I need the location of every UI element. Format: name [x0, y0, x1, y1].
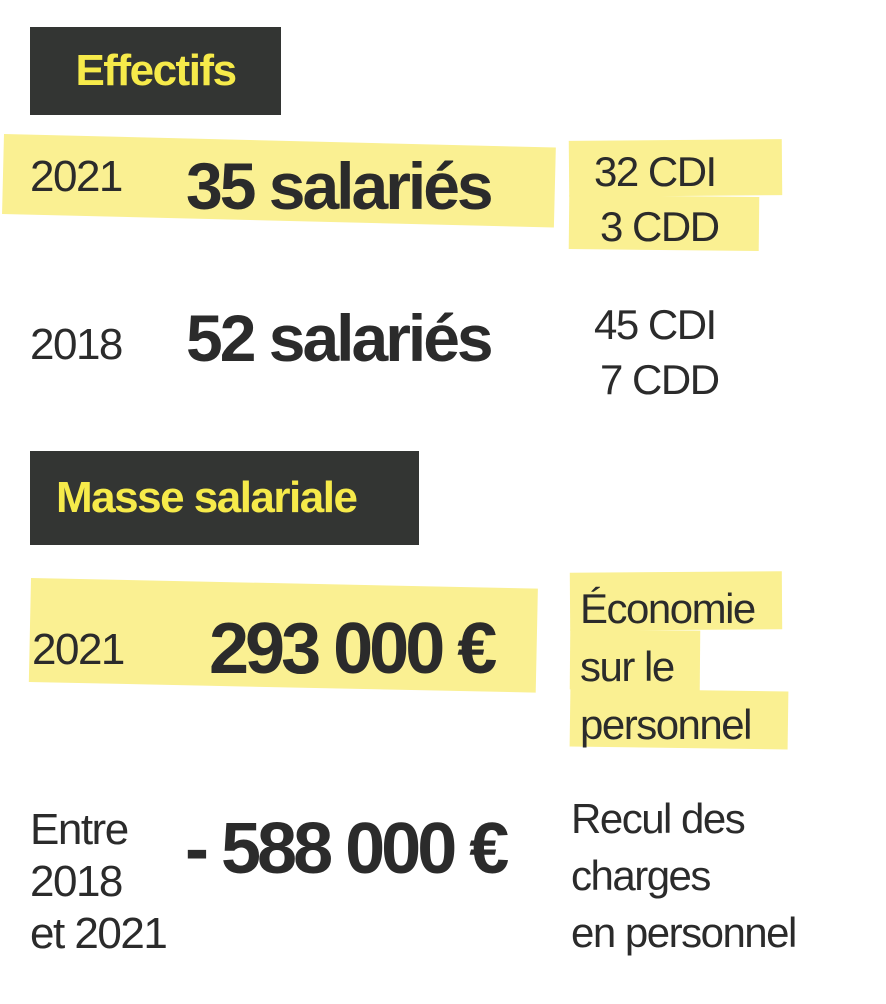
masse-2021-note-line2: sur le — [580, 643, 675, 690]
effectifs-2021-year: 2021 — [30, 152, 123, 201]
masse-change-period-line3: et 2021 — [30, 909, 168, 958]
effectifs-2018-cdi: 45 CDI — [594, 301, 717, 348]
masse-2021-note-line1: Économie — [580, 585, 756, 632]
effectifs-2018-cdd: 7 CDD — [600, 356, 720, 403]
masse-header: Masse salariale — [30, 451, 419, 545]
effectifs-2018-total: 52 salariés — [186, 301, 494, 375]
effectifs-2021-cdd: 3 CDD — [600, 203, 720, 250]
masse-change-note-line3: en personnel — [571, 909, 797, 956]
masse-2021-note-line3: personnel — [580, 701, 752, 748]
masse-change-period-line1: Entre — [30, 805, 129, 854]
masse-change-note-line1: Recul des — [571, 795, 746, 842]
masse-change-period: Entre 2018 et 2021 — [30, 804, 168, 960]
masse-change-period-line2: 2018 — [30, 857, 123, 906]
masse-2021-note: Économie sur le personnel — [580, 580, 756, 754]
effectifs-2021-total: 35 salariés — [186, 149, 494, 223]
effectifs-title: Effectifs — [75, 46, 237, 95]
masse-change-note: Recul des charges en personnel — [571, 790, 797, 961]
masse-change-note-line2: charges — [571, 852, 711, 899]
effectifs-2021-cdi: 32 CDI — [594, 148, 717, 195]
masse-2021-amount: 293 000 € — [209, 609, 497, 689]
masse-title: Masse salariale — [56, 473, 358, 522]
masse-change-amount: - 588 000 € — [185, 809, 509, 889]
masse-2021-year: 2021 — [32, 625, 125, 674]
effectifs-header: Effectifs — [30, 27, 281, 115]
effectifs-2018-year: 2018 — [30, 320, 123, 369]
